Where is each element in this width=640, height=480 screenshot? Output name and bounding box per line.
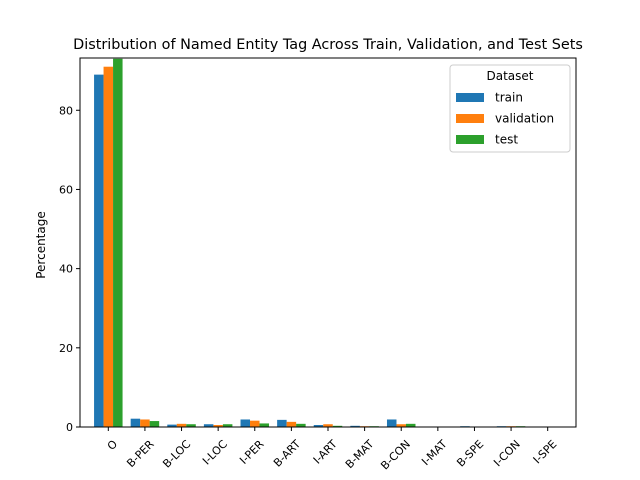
bar-validation-B-LOC [176,423,187,427]
x-tick-label: B-ART [271,437,303,469]
y-tick-label: 20 [59,342,73,355]
bar-train-B-MAT [350,425,360,427]
bar-test-O [113,58,123,427]
x-tick-label: I-LOC [200,437,230,467]
y-axis-label: Percentage [34,211,48,279]
x-tick-label: O [105,437,121,453]
bar-validation-B-ART [286,421,297,427]
bar-test-B-CON [405,423,416,427]
bar-validation-B-CON [396,424,406,427]
bar-train-B-LOC [167,424,177,427]
x-tick-label: I-PER [237,437,267,467]
bar-validation-I-PER [250,420,260,427]
legend: Dataset train validation test [449,64,571,153]
bar-validation-I-ART [323,424,333,427]
x-tick-label: I-ART [311,437,340,466]
bar-train-I-LOC [203,424,214,427]
y-tick-label: 80 [59,104,73,117]
legend-title: Dataset [487,69,534,83]
bar-test-B-PER [149,421,160,427]
bar-validation-O [103,66,114,428]
x-tick-label: I-CON [491,438,523,470]
y-tick-label: 60 [59,183,73,196]
bar-validation-B-PER [140,419,150,427]
bar-test-I-LOC [222,424,233,427]
x-tick-label: I-MAT [419,437,450,468]
bar-train-B-CON [386,419,397,427]
bar-train-B-ART [277,419,287,427]
y-tick-label: 0 [66,421,73,434]
bar-train-I-ART [313,425,324,427]
legend-box [449,64,571,153]
bar-test-I-PER [259,423,270,427]
y-axis: 0 20 40 60 80 [59,104,80,434]
legend-swatch-validation [456,114,484,123]
legend-label-train: train [495,91,523,105]
legend-swatch-test [456,135,484,144]
bar-test-B-ART [296,423,306,427]
y-tick-label: 40 [59,263,73,276]
bar-train-B-PER [130,418,141,427]
bar-test-I-ART [332,425,343,427]
chart-title: Distribution of Named Entity Tag Across … [73,37,583,53]
x-tick-label: B-MAT [343,437,377,471]
x-tick-label: I-SPE [531,438,560,467]
bar-test-B-LOC [186,424,196,427]
bar-train-I-PER [240,419,251,427]
x-tick-label: B-LOC [160,437,193,470]
legend-label-test: test [495,133,518,147]
bar-train-O [94,74,104,427]
bar-validation-I-LOC [213,425,223,427]
legend-swatch-train [456,93,484,102]
x-tick-label: B-PER [124,437,157,470]
x-tick-label: B-CON [378,438,413,473]
legend-label-validation: validation [495,112,554,126]
x-axis: O B-PER B-LOC I-LOC I-PER B-ART I-ART B-MAT B-CO… [105,427,560,472]
x-tick-label: B-SPE [454,438,486,470]
